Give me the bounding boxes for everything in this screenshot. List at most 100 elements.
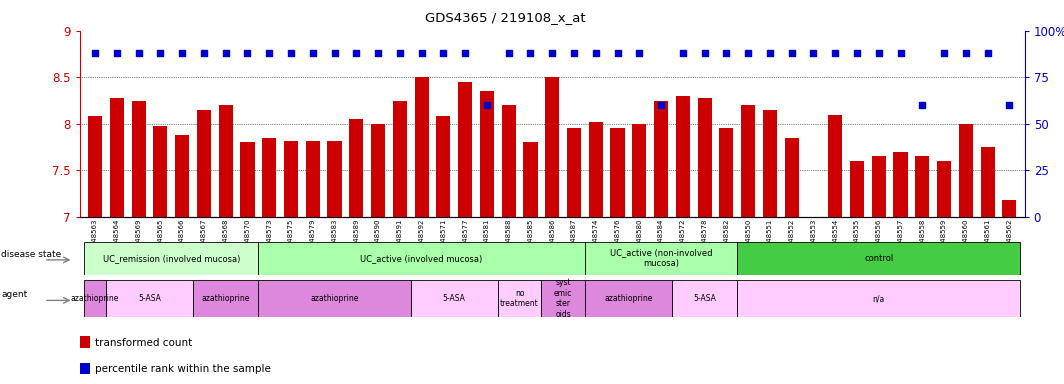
Bar — [585, 242, 737, 275]
Bar — [132, 101, 146, 217]
Bar — [501, 105, 516, 217]
Bar — [197, 110, 211, 217]
Bar — [106, 280, 193, 317]
Point — [718, 50, 735, 56]
Bar — [871, 156, 886, 217]
Point — [152, 50, 169, 56]
Point — [479, 102, 496, 108]
Point — [914, 102, 931, 108]
Point — [500, 50, 517, 56]
Bar — [415, 77, 429, 217]
Bar — [218, 105, 233, 217]
Point — [413, 50, 430, 56]
Point — [892, 50, 909, 56]
Bar — [262, 138, 277, 217]
Point — [522, 50, 539, 56]
Bar — [259, 242, 585, 275]
Point — [435, 50, 452, 56]
Point — [544, 50, 561, 56]
Bar — [850, 161, 864, 217]
Bar — [588, 122, 603, 217]
Point — [827, 50, 844, 56]
Bar — [523, 142, 537, 217]
Bar — [741, 105, 755, 217]
Point — [109, 50, 126, 56]
Bar — [959, 124, 972, 217]
Text: transformed count: transformed count — [95, 338, 192, 348]
Text: disease state: disease state — [1, 250, 62, 259]
Bar — [915, 156, 929, 217]
Point — [217, 50, 234, 56]
Bar — [654, 101, 668, 217]
Point — [392, 50, 409, 56]
Text: azathioprine: azathioprine — [311, 294, 359, 303]
Bar — [193, 280, 259, 317]
Bar — [153, 126, 167, 217]
Point — [762, 50, 779, 56]
Bar — [411, 280, 498, 317]
Bar — [981, 147, 995, 217]
Bar — [545, 77, 560, 217]
Point — [369, 50, 386, 56]
Bar — [393, 101, 406, 217]
Text: UC_active (non-involved
mucosa): UC_active (non-involved mucosa) — [610, 248, 712, 268]
Text: control: control — [864, 254, 894, 263]
Point — [86, 50, 103, 56]
Text: 5-ASA: 5-ASA — [138, 294, 161, 303]
Point — [239, 50, 256, 56]
Bar — [371, 124, 385, 217]
Point — [870, 50, 887, 56]
Point — [609, 50, 626, 56]
Bar — [84, 242, 259, 275]
Bar — [328, 141, 342, 217]
Text: GDS4365 / 219108_x_at: GDS4365 / 219108_x_at — [425, 12, 585, 25]
Bar — [498, 280, 542, 317]
Point — [935, 50, 952, 56]
Bar — [672, 280, 737, 317]
Point — [282, 50, 299, 56]
Point — [173, 50, 190, 56]
Text: n/a: n/a — [872, 294, 885, 303]
Point — [456, 50, 473, 56]
Bar — [719, 129, 733, 217]
Point — [979, 50, 996, 56]
Bar — [737, 242, 1020, 275]
Point — [1001, 102, 1018, 108]
Bar — [84, 280, 106, 317]
Point — [348, 50, 365, 56]
Text: percentile rank within the sample: percentile rank within the sample — [95, 364, 270, 374]
Bar — [632, 124, 646, 217]
Point — [565, 50, 582, 56]
Bar — [567, 129, 581, 217]
Text: syst
emic
ster
oids: syst emic ster oids — [554, 278, 572, 319]
Text: agent: agent — [1, 290, 28, 299]
Bar — [542, 280, 585, 317]
Bar — [937, 161, 951, 217]
Bar — [259, 280, 411, 317]
Point — [675, 50, 692, 56]
Point — [652, 102, 669, 108]
Point — [848, 50, 865, 56]
Point — [304, 50, 321, 56]
Text: 5-ASA: 5-ASA — [443, 294, 466, 303]
Point — [631, 50, 648, 56]
Text: UC_active (involved mucosa): UC_active (involved mucosa) — [361, 254, 483, 263]
Text: azathioprine: azathioprine — [71, 294, 119, 303]
Point — [958, 50, 975, 56]
Point — [783, 50, 800, 56]
Bar — [585, 280, 672, 317]
Point — [739, 50, 757, 56]
Point — [261, 50, 278, 56]
Bar — [894, 152, 908, 217]
Bar — [698, 98, 712, 217]
Bar — [828, 114, 843, 217]
Text: UC_remission (involved mucosa): UC_remission (involved mucosa) — [102, 254, 239, 263]
Bar — [110, 98, 123, 217]
Bar — [1002, 200, 1016, 217]
Bar — [763, 110, 777, 217]
Bar — [480, 91, 494, 217]
Text: azathioprine: azathioprine — [604, 294, 652, 303]
Bar — [436, 116, 450, 217]
Bar — [305, 141, 320, 217]
Bar — [176, 135, 189, 217]
